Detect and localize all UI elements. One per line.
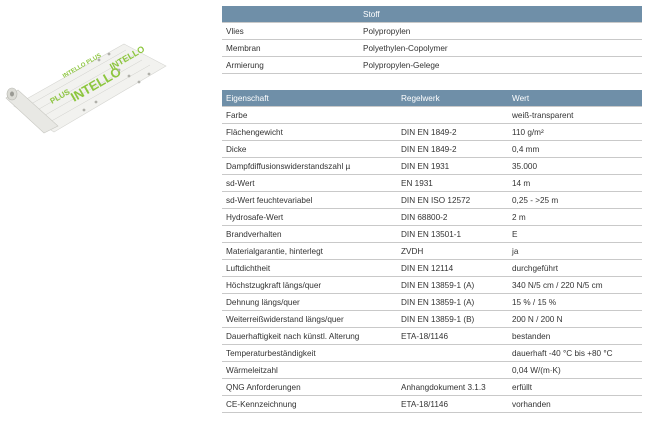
property-standard: DIN EN 1931 xyxy=(397,157,508,175)
property-value: 2 m xyxy=(508,208,642,226)
property-value: 110 g/m² xyxy=(508,123,642,141)
header-wert: Wert xyxy=(508,90,642,107)
property-name: Temperaturbeständigkeit xyxy=(222,344,397,362)
property-name: CE-Kennzeichnung xyxy=(222,395,397,413)
property-value: 340 N/5 cm / 220 N/5 cm xyxy=(508,276,642,294)
property-name: sd-Wert feuchtevariabel xyxy=(222,191,397,209)
header-eigenschaft: Eigenschaft xyxy=(222,90,397,107)
properties-table-header: Eigenschaft Regelwerk Wert xyxy=(222,90,642,107)
product-roll-image: INTELLO PLUS INTELLO INTELLO PLUS xyxy=(5,43,167,134)
table-row: Farbe weiß-transparent xyxy=(222,106,642,124)
property-standard: DIN EN 12114 xyxy=(397,259,508,277)
property-name: QNG Anforderungen xyxy=(222,378,397,396)
table-row: Wärmeleitzahl 0,04 W/(m·K) xyxy=(222,361,642,379)
table-row: sd-Wert feuchtevariabel DIN EN ISO 12572… xyxy=(222,191,642,209)
property-value: durchgeführt xyxy=(508,259,642,277)
material-stoff: Polypropylen xyxy=(359,22,642,40)
material-table-header: Stoff xyxy=(222,6,642,23)
property-value: 0,4 mm xyxy=(508,140,642,158)
table-row: Brandverhalten DIN EN 13501-1 E xyxy=(222,225,642,243)
property-standard xyxy=(397,361,508,379)
table-row: Dampfdiffusionswiderstandszahl µ DIN EN … xyxy=(222,157,642,175)
property-standard: Anhangdokument 3.1.3 xyxy=(397,378,508,396)
property-value: E xyxy=(508,225,642,243)
property-standard: ETA-18/1146 xyxy=(397,395,508,413)
property-value: erfüllt xyxy=(508,378,642,396)
property-value: 0,25 - >25 m xyxy=(508,191,642,209)
property-name: Höchstzugkraft längs/quer xyxy=(222,276,397,294)
material-component: Vlies xyxy=(222,22,359,40)
material-component: Armierung xyxy=(222,56,359,74)
material-header-blank xyxy=(222,6,359,23)
property-standard xyxy=(397,344,508,362)
property-value: 15 % / 15 % xyxy=(508,293,642,311)
property-name: Luftdichtheit xyxy=(222,259,397,277)
property-name: Flächengewicht xyxy=(222,123,397,141)
property-name: Weiterreißwiderstand längs/quer xyxy=(222,310,397,328)
table-row: Luftdichtheit DIN EN 12114 durchgeführt xyxy=(222,259,642,277)
table-row: CE-Kennzeichnung ETA-18/1146 vorhanden xyxy=(222,395,642,413)
property-value: 200 N / 200 N xyxy=(508,310,642,328)
property-value: 14 m xyxy=(508,174,642,192)
table-row: Armierung Polypropylen-Gelege xyxy=(222,56,642,74)
table-row: Höchstzugkraft längs/quer DIN EN 13859-1… xyxy=(222,276,642,294)
header-regelwerk: Regelwerk xyxy=(397,90,508,107)
property-value: 0,04 W/(m·K) xyxy=(508,361,642,379)
property-name: Hydrosafe-Wert xyxy=(222,208,397,226)
property-standard: DIN EN 13859-1 (B) xyxy=(397,310,508,328)
property-name: Dehnung längs/quer xyxy=(222,293,397,311)
table-row: Vlies Polypropylen xyxy=(222,22,642,40)
property-standard: DIN EN 13501-1 xyxy=(397,225,508,243)
material-table: Stoff Vlies Polypropylen Membran Polyeth… xyxy=(222,6,642,74)
property-name: Dauerhaftigkeit nach künstl. Alterung xyxy=(222,327,397,345)
property-value: ja xyxy=(508,242,642,260)
property-standard: DIN EN ISO 12572 xyxy=(397,191,508,209)
properties-table: Eigenschaft Regelwerk Wert Farbe weiß-tr… xyxy=(222,90,642,413)
material-stoff: Polypropylen-Gelege xyxy=(359,56,642,74)
property-name: Materialgarantie, hinterlegt xyxy=(222,242,397,260)
table-row: Dicke DIN EN 1849-2 0,4 mm xyxy=(222,140,642,158)
table-row: Dauerhaftigkeit nach künstl. Alterung ET… xyxy=(222,327,642,345)
property-standard: ETA-18/1146 xyxy=(397,327,508,345)
property-standard: DIN EN 13859-1 (A) xyxy=(397,276,508,294)
property-standard xyxy=(397,106,508,124)
property-value: weiß-transparent xyxy=(508,106,642,124)
property-standard: DIN EN 1849-2 xyxy=(397,123,508,141)
property-standard: DIN EN 1849-2 xyxy=(397,140,508,158)
property-standard: DIN EN 13859-1 (A) xyxy=(397,293,508,311)
property-value: bestanden xyxy=(508,327,642,345)
property-value: dauerhaft -40 °C bis +80 °C xyxy=(508,344,642,362)
table-row: Weiterreißwiderstand längs/quer DIN EN 1… xyxy=(222,310,642,328)
table-row: Temperaturbeständigkeit dauerhaft -40 °C… xyxy=(222,344,642,362)
property-value: vorhanden xyxy=(508,395,642,413)
property-name: Dicke xyxy=(222,140,397,158)
material-stoff: Polyethylen-Copolymer xyxy=(359,39,642,57)
property-standard: ZVDH xyxy=(397,242,508,260)
table-row: Membran Polyethylen-Copolymer xyxy=(222,39,642,57)
property-name: sd-Wert xyxy=(222,174,397,192)
table-row: QNG Anforderungen Anhangdokument 3.1.3 e… xyxy=(222,378,642,396)
property-name: Dampfdiffusionswiderstandszahl µ xyxy=(222,157,397,175)
property-standard: EN 1931 xyxy=(397,174,508,192)
table-row: Flächengewicht DIN EN 1849-2 110 g/m² xyxy=(222,123,642,141)
table-row: Materialgarantie, hinterlegt ZVDH ja xyxy=(222,242,642,260)
property-name: Brandverhalten xyxy=(222,225,397,243)
property-name: Farbe xyxy=(222,106,397,124)
material-header-stoff: Stoff xyxy=(359,6,642,23)
table-row: sd-Wert EN 1931 14 m xyxy=(222,174,642,192)
material-component: Membran xyxy=(222,39,359,57)
property-name: Wärmeleitzahl xyxy=(222,361,397,379)
table-row: Hydrosafe-Wert DIN 68800-2 2 m xyxy=(222,208,642,226)
property-standard: DIN 68800-2 xyxy=(397,208,508,226)
property-value: 35.000 xyxy=(508,157,642,175)
table-row: Dehnung längs/quer DIN EN 13859-1 (A) 15… xyxy=(222,293,642,311)
